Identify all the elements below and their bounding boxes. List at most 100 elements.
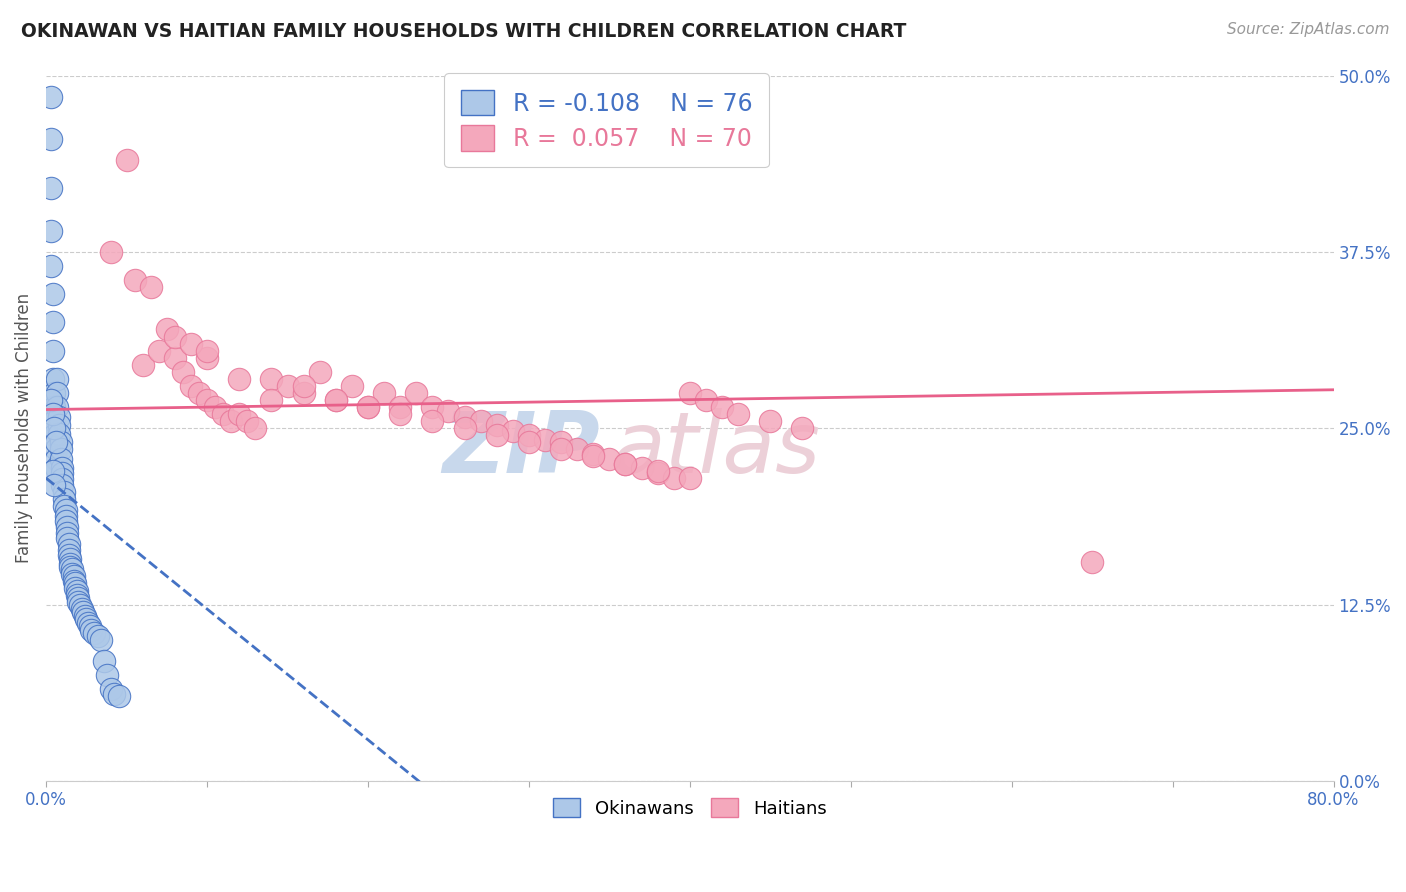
Point — [45, 452, 67, 467]
Point — [46, 372, 69, 386]
Point — [172, 365, 194, 379]
Point — [52, 499, 75, 513]
Point — [62, 574, 84, 588]
Point — [598, 452, 620, 467]
Point — [41, 287, 63, 301]
Point — [759, 414, 782, 428]
Point — [90, 632, 112, 647]
Point — [69, 598, 91, 612]
Point — [107, 690, 129, 704]
Point — [41, 343, 63, 358]
Point — [79, 619, 101, 633]
Legend: Okinawans, Haitians: Okinawans, Haitians — [546, 791, 834, 825]
Point — [48, 409, 70, 424]
Point — [80, 623, 103, 637]
Point — [422, 400, 444, 414]
Point — [550, 442, 572, 457]
Point — [245, 421, 267, 435]
Point — [46, 386, 69, 401]
Point — [679, 386, 702, 401]
Point — [180, 336, 202, 351]
Point — [66, 588, 89, 602]
Point — [62, 569, 84, 583]
Point — [727, 407, 749, 421]
Point — [292, 379, 315, 393]
Point — [86, 629, 108, 643]
Point — [44, 414, 66, 428]
Point — [219, 414, 242, 428]
Point — [180, 379, 202, 393]
Point — [44, 386, 66, 401]
Point — [55, 503, 77, 517]
Point — [679, 470, 702, 484]
Point — [59, 552, 82, 566]
Point — [308, 365, 330, 379]
Point — [132, 358, 155, 372]
Point — [614, 457, 637, 471]
Point — [56, 520, 79, 534]
Point — [195, 392, 218, 407]
Point — [77, 615, 100, 630]
Point — [124, 273, 146, 287]
Point — [100, 244, 122, 259]
Y-axis label: Family Households with Children: Family Households with Children — [15, 293, 32, 564]
Point — [60, 562, 83, 576]
Point — [103, 686, 125, 700]
Point — [614, 457, 637, 471]
Point — [485, 418, 508, 433]
Point — [567, 442, 589, 457]
Point — [56, 525, 79, 540]
Point — [139, 280, 162, 294]
Point — [39, 259, 62, 273]
Point — [52, 491, 75, 506]
Point — [49, 442, 72, 457]
Point — [485, 428, 508, 442]
Point — [277, 379, 299, 393]
Point — [52, 484, 75, 499]
Point — [711, 400, 734, 414]
Point — [51, 467, 73, 481]
Point — [70, 602, 93, 616]
Point — [405, 386, 427, 401]
Point — [73, 608, 96, 623]
Point — [67, 591, 90, 605]
Point — [792, 421, 814, 435]
Point — [63, 581, 86, 595]
Point — [437, 404, 460, 418]
Point — [212, 407, 235, 421]
Point — [51, 477, 73, 491]
Point — [115, 153, 138, 168]
Text: Source: ZipAtlas.com: Source: ZipAtlas.com — [1226, 22, 1389, 37]
Point — [662, 470, 685, 484]
Point — [260, 392, 283, 407]
Text: atlas: atlas — [613, 408, 821, 491]
Point — [56, 531, 79, 545]
Point — [49, 435, 72, 450]
Point — [630, 460, 652, 475]
Point — [39, 224, 62, 238]
Point — [51, 460, 73, 475]
Point — [260, 372, 283, 386]
Point — [582, 447, 605, 461]
Point — [83, 625, 105, 640]
Text: ZIP: ZIP — [441, 408, 600, 491]
Point — [163, 351, 186, 365]
Point — [60, 566, 83, 581]
Point — [534, 433, 557, 447]
Point — [695, 392, 717, 407]
Point — [58, 542, 80, 557]
Point — [195, 343, 218, 358]
Point — [195, 351, 218, 365]
Point — [48, 418, 70, 433]
Point — [373, 386, 395, 401]
Point — [59, 559, 82, 574]
Point — [41, 407, 63, 421]
Point — [647, 467, 669, 481]
Point — [236, 414, 259, 428]
Point — [357, 400, 380, 414]
Point — [39, 392, 62, 407]
Point — [389, 407, 412, 421]
Point — [67, 595, 90, 609]
Point — [340, 379, 363, 393]
Point — [325, 392, 347, 407]
